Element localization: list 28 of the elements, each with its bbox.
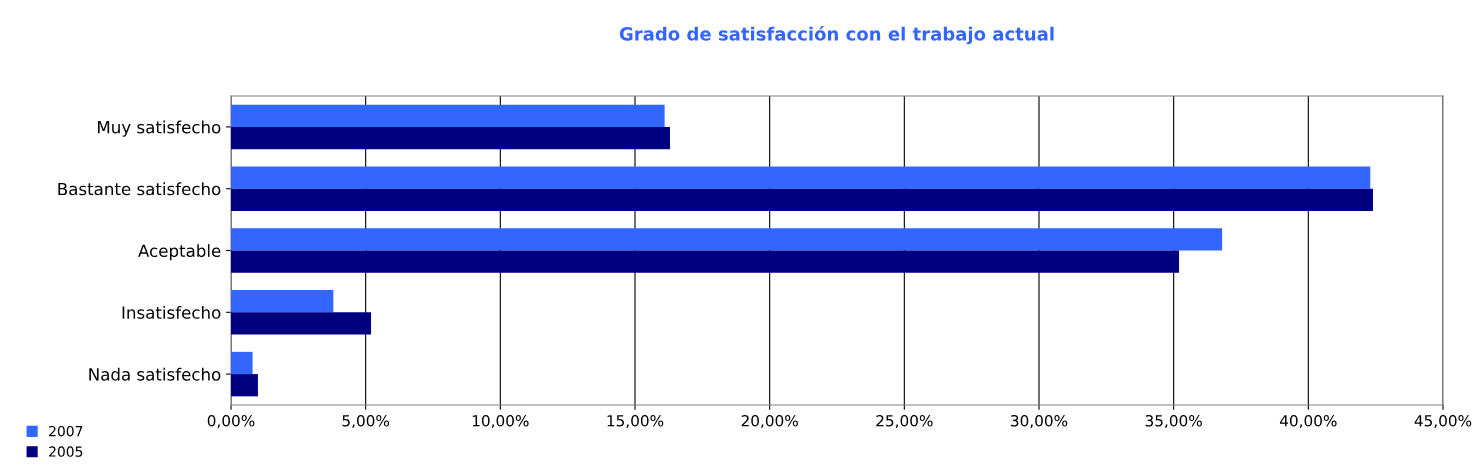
x-tick-label: 25,00%	[876, 414, 933, 429]
y-tick-label: Muy satisfecho	[98, 120, 221, 137]
legend-label: 2005	[49, 446, 83, 457]
x-tick-label: 15,00%	[607, 414, 664, 429]
y-tick-label: Nada satisfecho	[89, 367, 221, 381]
bar	[231, 228, 1223, 251]
bar	[231, 250, 1180, 273]
bar	[231, 188, 1373, 211]
bar	[231, 166, 1371, 189]
legend-label: 2007	[49, 425, 83, 437]
x-tick-label: 20,00%	[741, 414, 798, 429]
x-tick-label: 5,00%	[342, 414, 390, 429]
bar	[231, 104, 665, 127]
bar	[231, 126, 671, 150]
x-tick-label: 45,00%	[1414, 414, 1472, 429]
chart-title: Grado de satisfacción con el trabajo actual	[619, 26, 1054, 45]
bar	[231, 312, 372, 335]
y-tick-label: Insatisfecho	[122, 305, 221, 319]
x-tick-label: 40,00%	[1279, 414, 1337, 429]
x-tick-label: 30,00%	[1011, 414, 1068, 429]
y-tick-label: Bastante satisfecho	[58, 182, 221, 196]
bar	[231, 351, 253, 375]
x-tick-label: 0,00%	[207, 414, 255, 429]
x-tick-label: 35,00%	[1145, 414, 1202, 429]
bar	[231, 374, 258, 397]
x-tick-label: 10,00%	[472, 414, 529, 429]
y-tick-label: Aceptable	[138, 244, 221, 261]
bar	[231, 290, 334, 313]
